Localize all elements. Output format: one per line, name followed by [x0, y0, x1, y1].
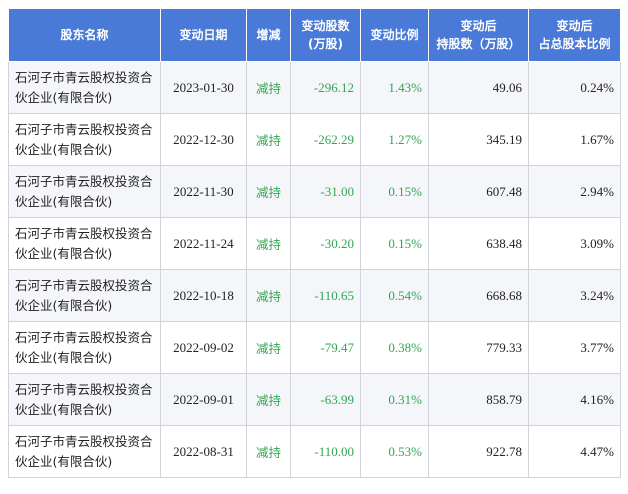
type-cell: 减持: [246, 165, 291, 218]
after-holding-cell: 779.33: [428, 321, 529, 374]
header-date: 变动日期: [160, 8, 247, 62]
after-pct-cell: 4.16%: [528, 373, 621, 426]
type-cell: 减持: [246, 321, 291, 374]
holder-cell: 石河子市青云股权投资合伙企业(有限合伙): [8, 321, 161, 374]
table-row: 石河子市青云股权投资合伙企业(有限合伙) 2022-08-31 减持 -110.00 0…: [8, 425, 621, 478]
ratio-cell: 1.27%: [360, 113, 429, 166]
after-pct-cell: 2.94%: [528, 165, 621, 218]
change-cell: -30.20: [290, 217, 361, 270]
type-cell: 减持: [246, 217, 291, 270]
change-cell: -31.00: [290, 165, 361, 218]
header-after: 变动后 持股数（万股）: [428, 8, 529, 62]
table-row: 石河子市青云股权投资合伙企业(有限合伙) 2022-11-24 减持 -30.20 0.…: [8, 217, 621, 270]
ratio-cell: 0.15%: [360, 217, 429, 270]
after-holding-cell: 668.68: [428, 269, 529, 322]
date-cell: 2022-09-02: [160, 321, 247, 374]
change-cell: -296.12: [290, 61, 361, 114]
after-pct-cell: 1.67%: [528, 113, 621, 166]
holder-cell: 石河子市青云股权投资合伙企业(有限合伙): [8, 165, 161, 218]
holder-cell: 石河子市青云股权投资合伙企业(有限合伙): [8, 113, 161, 166]
table-row: 石河子市青云股权投资合伙企业(有限合伙) 2023-01-30 减持 -296.12 1…: [8, 61, 621, 114]
ratio-cell: 0.31%: [360, 373, 429, 426]
type-cell: 减持: [246, 61, 291, 114]
after-holding-cell: 49.06: [428, 61, 529, 114]
header-change: 变动股数 (万股): [290, 8, 361, 62]
change-cell: -79.47: [290, 321, 361, 374]
date-cell: 2022-09-01: [160, 373, 247, 426]
ratio-cell: 0.15%: [360, 165, 429, 218]
type-cell: 减持: [246, 373, 291, 426]
date-cell: 2023-01-30: [160, 61, 247, 114]
after-holding-cell: 922.78: [428, 425, 529, 478]
table-row: 石河子市青云股权投资合伙企业(有限合伙) 2022-12-30 减持 -262.29 1…: [8, 113, 621, 166]
header-type: 增减: [246, 8, 291, 62]
after-holding-cell: 638.48: [428, 217, 529, 270]
shareholding-change-table: 股东名称 变动日期 增减 变动股数 (万股) 变动比例 变动后 持股数（万股） …: [8, 8, 621, 478]
after-holding-cell: 858.79: [428, 373, 529, 426]
ratio-cell: 0.54%: [360, 269, 429, 322]
ratio-cell: 1.43%: [360, 61, 429, 114]
date-cell: 2022-11-24: [160, 217, 247, 270]
after-holding-cell: 607.48: [428, 165, 529, 218]
holder-cell: 石河子市青云股权投资合伙企业(有限合伙): [8, 425, 161, 478]
holder-cell: 石河子市青云股权投资合伙企业(有限合伙): [8, 61, 161, 114]
date-cell: 2022-08-31: [160, 425, 247, 478]
change-cell: -63.99: [290, 373, 361, 426]
change-cell: -110.00: [290, 425, 361, 478]
header-pct: 变动后 占总股本比例: [528, 8, 621, 62]
table-row: 石河子市青云股权投资合伙企业(有限合伙) 2022-10-18 减持 -110.65 0…: [8, 269, 621, 322]
type-cell: 减持: [246, 113, 291, 166]
after-pct-cell: 3.77%: [528, 321, 621, 374]
table-row: 石河子市青云股权投资合伙企业(有限合伙) 2022-09-01 减持 -63.99 0.…: [8, 373, 621, 426]
change-cell: -110.65: [290, 269, 361, 322]
type-cell: 减持: [246, 269, 291, 322]
date-cell: 2022-11-30: [160, 165, 247, 218]
after-holding-cell: 345.19: [428, 113, 529, 166]
change-cell: -262.29: [290, 113, 361, 166]
after-pct-cell: 0.24%: [528, 61, 621, 114]
header-ratio: 变动比例: [360, 8, 429, 62]
table-header-row: 股东名称 变动日期 增减 变动股数 (万股) 变动比例 变动后 持股数（万股） …: [8, 8, 621, 62]
type-cell: 减持: [246, 425, 291, 478]
shareholding-table-container: 股东名称 变动日期 增减 变动股数 (万股) 变动比例 变动后 持股数（万股） …: [8, 8, 621, 478]
holder-cell: 石河子市青云股权投资合伙企业(有限合伙): [8, 373, 161, 426]
after-pct-cell: 3.24%: [528, 269, 621, 322]
table-row: 石河子市青云股权投资合伙企业(有限合伙) 2022-11-30 减持 -31.00 0.…: [8, 165, 621, 218]
date-cell: 2022-12-30: [160, 113, 247, 166]
holder-cell: 石河子市青云股权投资合伙企业(有限合伙): [8, 217, 161, 270]
holder-cell: 石河子市青云股权投资合伙企业(有限合伙): [8, 269, 161, 322]
ratio-cell: 0.38%: [360, 321, 429, 374]
header-holder: 股东名称: [8, 8, 161, 62]
after-pct-cell: 3.09%: [528, 217, 621, 270]
ratio-cell: 0.53%: [360, 425, 429, 478]
date-cell: 2022-10-18: [160, 269, 247, 322]
table-row: 石河子市青云股权投资合伙企业(有限合伙) 2022-09-02 减持 -79.47 0.…: [8, 321, 621, 374]
after-pct-cell: 4.47%: [528, 425, 621, 478]
